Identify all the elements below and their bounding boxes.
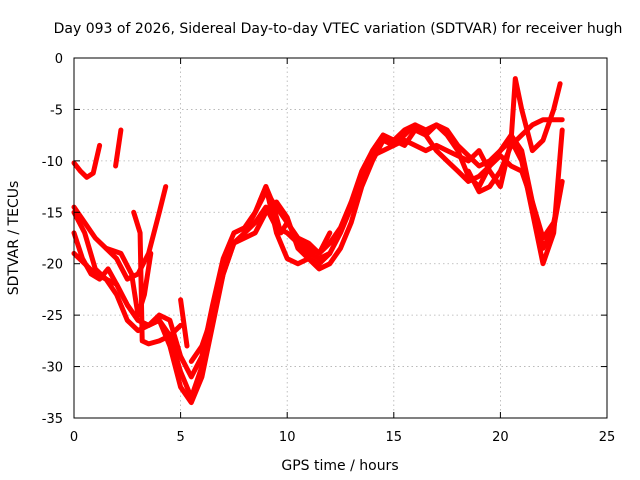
x-tick-label: 20: [492, 430, 509, 445]
axis-ticks: 0 5 10 15 20 25 0 -5 -10 -15 -20 -25 -30 -35: [42, 52, 616, 445]
grid: [74, 58, 607, 418]
series-line-1: [71, 142, 103, 180]
series-line-12: [370, 76, 563, 190]
y-tick-label: -10: [42, 155, 63, 170]
x-tick-label: 10: [279, 430, 296, 445]
y-tick-label: -25: [42, 309, 63, 324]
x-tick-label: 0: [70, 430, 78, 445]
data-series: [71, 76, 565, 406]
x-tick-label: 25: [599, 430, 616, 445]
y-tick-label: -35: [42, 412, 63, 427]
x-tick-label: 5: [176, 430, 184, 445]
x-tick-label: 15: [386, 430, 403, 445]
series-line-2: [113, 127, 124, 169]
x-axis-label: GPS time / hours: [281, 458, 398, 474]
y-tick-label: -15: [42, 206, 63, 221]
series-line-9: [178, 297, 190, 349]
series-line-7: [103, 245, 154, 318]
series-line-11: [257, 184, 333, 256]
y-tick-label: 0: [55, 52, 63, 67]
y-tick-label: -30: [42, 361, 63, 376]
chart-title: Day 093 of 2026, Sidereal Day-to-day VTE…: [54, 21, 623, 37]
series-line-8: [131, 209, 184, 347]
series-line-13: [465, 117, 565, 195]
y-tick-label: -5: [50, 103, 63, 118]
y-tick-label: -20: [42, 258, 63, 273]
series-line-3: [71, 184, 169, 282]
plot-frame: [73, 57, 608, 419]
y-axis-label: SDTVAR / TECUs: [6, 181, 22, 296]
